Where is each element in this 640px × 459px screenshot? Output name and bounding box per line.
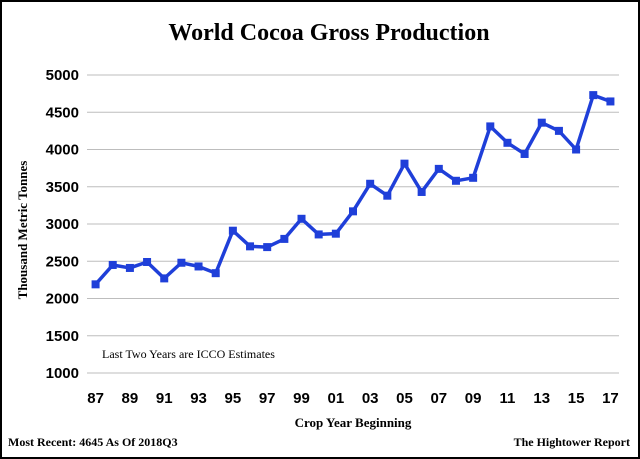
footer-right: The Hightower Report: [514, 435, 630, 449]
data-point: [554, 126, 563, 135]
y-tick-label: 1500: [46, 328, 79, 345]
grid: [87, 74, 619, 374]
x-tick-label: 13: [533, 390, 550, 407]
x-tick-labels: 87 89 91 93 95 97 99 01 03 05 07 09 11 13 15 17: [87, 390, 619, 407]
x-tick-label: 11: [500, 390, 516, 407]
x-tick-label: 15: [568, 390, 585, 407]
x-tick-label: 93: [190, 390, 207, 407]
data-point: [469, 173, 478, 182]
x-tick-label: 89: [122, 390, 139, 407]
data-point: [589, 91, 598, 100]
data-point: [451, 176, 460, 185]
y-tick-label: 3500: [46, 179, 79, 196]
data-point: [263, 243, 272, 252]
data-point: [383, 191, 392, 200]
data-point: [314, 230, 323, 239]
x-axis-label: Crop Year Beginning: [295, 415, 412, 430]
chart-annotation: Last Two Years are ICCO Estimates: [102, 347, 275, 361]
data-point: [537, 118, 546, 127]
x-tick-label: 17: [602, 390, 619, 407]
data-point: [417, 187, 426, 196]
chart-title: World Cocoa Gross Production: [168, 20, 489, 46]
y-tick-label: 2000: [46, 291, 79, 308]
data-point: [366, 179, 375, 188]
data-point: [297, 214, 306, 223]
data-point: [400, 159, 409, 168]
y-tick-label: 4500: [46, 104, 79, 121]
x-tick-label: 87: [87, 390, 104, 407]
y-tick-labels: 1000 1500 2000 2500 3000 3500 4000 4500 5000: [46, 67, 79, 382]
y-tick-label: 4000: [46, 142, 79, 159]
x-tick-label: 95: [225, 390, 242, 407]
series: [91, 91, 615, 289]
data-point: [246, 242, 255, 251]
footer-left: Most Recent: 4645 As Of 2018Q3: [8, 435, 178, 449]
data-point: [194, 262, 203, 271]
data-point: [349, 207, 357, 216]
data-point: [606, 97, 615, 106]
y-tick-label: 2500: [46, 253, 79, 270]
data-point: [280, 234, 289, 243]
data-point: [486, 122, 495, 131]
series-line: [94, 93, 612, 286]
x-tick-label: 97: [259, 390, 276, 407]
x-tick-label: 09: [465, 390, 482, 407]
data-point: [228, 226, 237, 235]
data-point: [177, 258, 186, 267]
data-point: [91, 280, 100, 289]
data-point: [143, 257, 152, 266]
x-tick-label: 99: [293, 390, 310, 407]
y-tick-label: 5000: [46, 67, 79, 84]
x-tick-label: 91: [156, 390, 173, 407]
x-tick-label: 01: [327, 390, 344, 407]
x-tick-label: 07: [430, 390, 447, 407]
y-tick-label: 3000: [46, 216, 79, 233]
data-point: [331, 229, 340, 238]
data-point: [211, 269, 220, 278]
data-point: [434, 164, 443, 173]
y-axis-label: Thousand Metric Tonnes: [15, 161, 30, 300]
data-point: [160, 274, 169, 283]
data-point: [108, 260, 117, 269]
x-tick-label: 03: [362, 390, 379, 407]
x-tick-label: 05: [396, 390, 413, 407]
data-point: [520, 149, 529, 158]
data-point: [572, 145, 581, 154]
data-point: [503, 138, 512, 147]
y-tick-label: 1000: [46, 365, 79, 382]
data-point: [125, 263, 134, 272]
